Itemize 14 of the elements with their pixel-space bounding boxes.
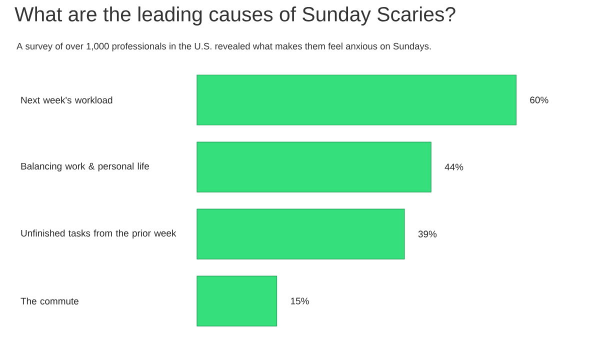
bar: [196, 276, 278, 326]
bar: [196, 208, 405, 260]
bar: [196, 74, 516, 126]
bar: [196, 142, 432, 192]
data-label: 15%: [291, 298, 309, 304]
y-tick-label: Next week's workload: [21, 96, 112, 104]
data-label: 44%: [444, 164, 464, 170]
y-tick-label: The commute: [20, 298, 78, 305]
chart-title: What are the leading causes of Sunday Scaries?: [14, 6, 456, 26]
data-label: 39%: [418, 230, 437, 238]
y-tick-label: Balancing work & personal life: [21, 162, 149, 172]
chart-subtitle: A survey of over 1,000 professionals in the U.S. revealed what makes them feel anxious on Sundays.: [16, 42, 431, 52]
data-label: 60%: [530, 96, 548, 104]
y-tick-label: Unfinished tasks from the prior week: [21, 230, 176, 238]
